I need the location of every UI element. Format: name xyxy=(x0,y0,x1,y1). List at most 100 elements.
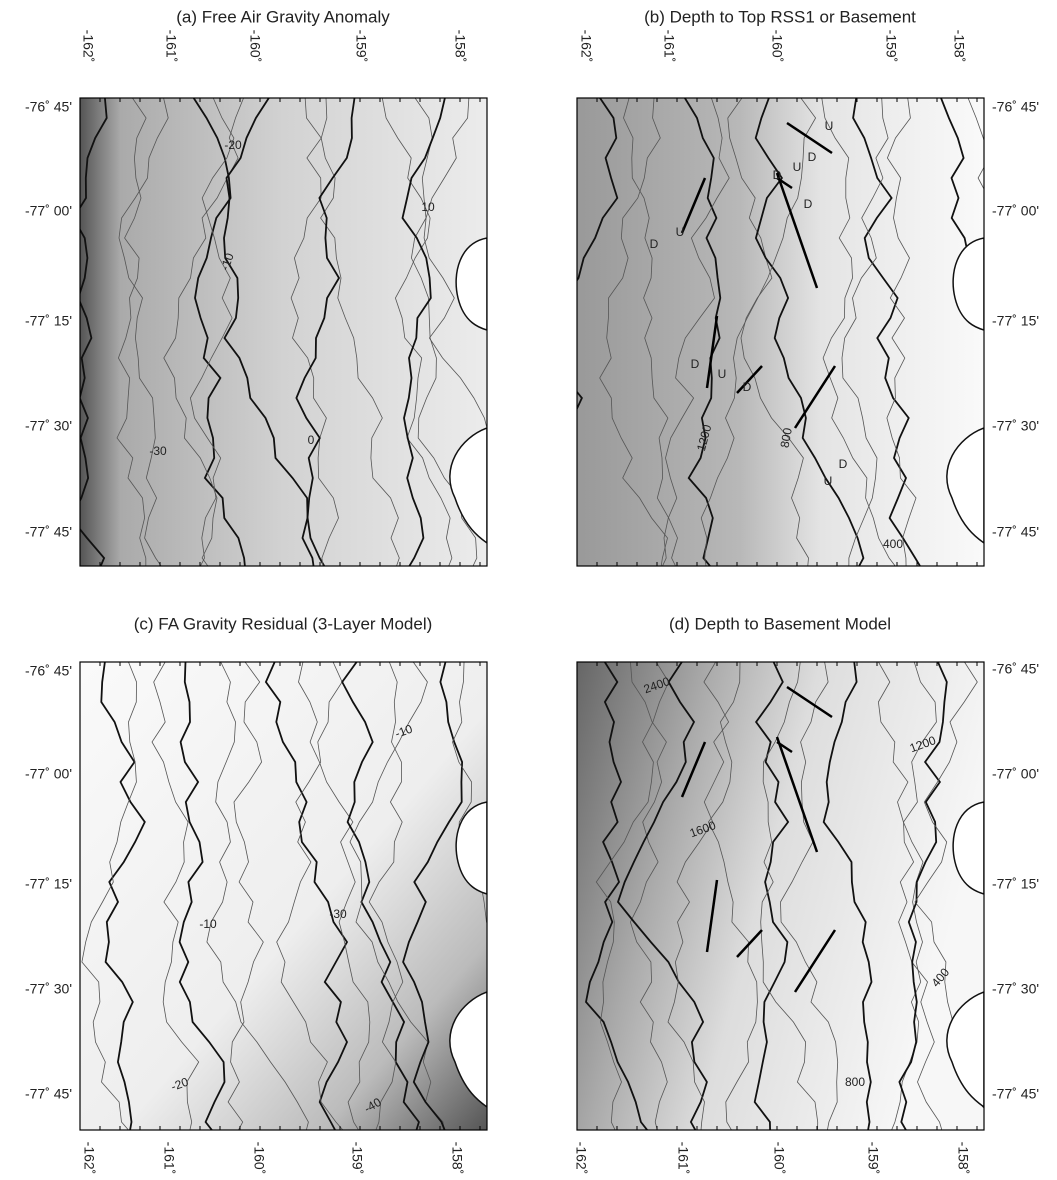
latitude-label: -77˚ 45' xyxy=(25,1086,72,1102)
contour-line xyxy=(585,662,649,1130)
longitude-label: -158˚ xyxy=(449,1142,465,1175)
contour-line xyxy=(118,98,169,566)
contour-label: 400 xyxy=(883,537,903,551)
contour-line xyxy=(821,98,896,566)
contour-line xyxy=(841,98,889,566)
contour-line xyxy=(151,662,200,1130)
map-frame xyxy=(79,97,488,567)
contour-label: -10 xyxy=(199,917,217,931)
contour-label: D xyxy=(808,150,817,164)
fault-line xyxy=(736,365,763,394)
contour-line xyxy=(223,98,326,566)
contour-label: U xyxy=(676,225,685,239)
contour-line xyxy=(684,98,722,566)
contour-line xyxy=(368,662,404,1130)
contour-line xyxy=(116,98,147,566)
latitude-label: -77˚ 45' xyxy=(992,1086,1039,1102)
contour-line xyxy=(189,98,235,566)
contour-line xyxy=(727,98,809,566)
contour-line xyxy=(80,98,108,566)
latitude-label: -77˚ 00' xyxy=(992,203,1039,219)
latitude-label: -77˚ 30' xyxy=(25,981,72,997)
latitude-label: -77˚ 15' xyxy=(992,313,1039,329)
longitude-label: -161˚ xyxy=(161,1142,177,1175)
island xyxy=(449,801,487,1108)
contour-line xyxy=(178,662,226,1130)
contour-label: D xyxy=(804,197,813,211)
longitude-label: -160˚ xyxy=(769,30,785,63)
contour-line xyxy=(760,662,819,1130)
longitude-label: -161˚ xyxy=(675,1142,691,1175)
longitude-label: -158˚ xyxy=(951,30,967,63)
contour-line xyxy=(295,98,356,566)
latitude-label: -77˚ 15' xyxy=(992,876,1039,892)
contour-line xyxy=(886,98,917,566)
contour-line xyxy=(402,662,464,1130)
latitude-label: -77˚ 30' xyxy=(25,418,72,434)
latitude-label: -77˚ 30' xyxy=(992,981,1039,997)
contour-label: 10 xyxy=(421,200,435,214)
contour-line xyxy=(754,98,865,566)
latitude-label: -76˚ 45' xyxy=(992,99,1039,115)
contour-line xyxy=(298,662,371,1130)
contour-line xyxy=(822,662,873,1130)
longitude-label: -160˚ xyxy=(247,30,263,63)
contour-line xyxy=(381,98,453,566)
fault-line xyxy=(736,929,763,958)
panel-title: (c) FA Gravity Residual (3-Layer Model) xyxy=(134,614,433,633)
contour-line xyxy=(81,662,137,1130)
longitude-label: -159˚ xyxy=(349,1142,365,1175)
contour-label: -20 xyxy=(224,138,242,152)
contour-label: 1200 xyxy=(694,423,715,453)
latitude-label: -77˚ 45' xyxy=(25,524,72,540)
contour-line xyxy=(599,98,668,566)
panel-title: (a) Free Air Gravity Anomaly xyxy=(176,7,390,26)
shaded-relief xyxy=(577,662,984,1130)
fault-line xyxy=(775,172,819,289)
fault-line xyxy=(786,121,833,155)
map-area xyxy=(577,662,984,1130)
contour-line xyxy=(852,98,922,566)
fault-line xyxy=(680,741,707,798)
contour-label: U xyxy=(825,119,834,133)
map-panel: (c) FA Gravity Residual (3-Layer Model) -… xyxy=(25,614,488,1175)
contour-line xyxy=(707,662,758,1130)
map-frame xyxy=(576,97,985,567)
panel-title: (b) Depth to Top RSS1 or Basement xyxy=(644,7,916,26)
island xyxy=(946,237,984,544)
contour-line xyxy=(304,98,400,566)
contour-label: D xyxy=(691,357,700,371)
map-area xyxy=(80,662,487,1130)
longitude-label: -162˚ xyxy=(81,1142,97,1175)
latitude-label: -77˚ 45' xyxy=(992,524,1039,540)
longitude-label: -161˚ xyxy=(163,30,179,63)
fault-line xyxy=(705,315,719,389)
contour-line xyxy=(753,662,790,1130)
latitude-label: -76˚ 45' xyxy=(25,663,72,679)
contour-line xyxy=(206,662,309,1130)
contour-label: U xyxy=(824,474,833,488)
fault-line xyxy=(705,879,719,953)
latitude-label: -76˚ 45' xyxy=(992,661,1039,677)
contour-line xyxy=(629,662,668,1130)
contour-label: 800 xyxy=(778,426,795,448)
latitude-label: -76˚ 45' xyxy=(25,99,72,115)
contour-line xyxy=(349,662,445,1130)
contour-line xyxy=(227,662,264,1130)
island xyxy=(449,237,487,544)
fault-line xyxy=(793,929,837,993)
longitude-label: -158˚ xyxy=(955,1142,971,1175)
contour-label: -10 xyxy=(393,722,414,741)
latitude-label: -77˚ 00' xyxy=(25,203,72,219)
longitude-label: -162˚ xyxy=(80,30,96,63)
longitude-label: -159˚ xyxy=(353,30,369,63)
longitude-label: -158˚ xyxy=(452,30,468,63)
fault-line xyxy=(680,177,707,234)
fault-line xyxy=(793,365,837,429)
contour-line xyxy=(100,662,146,1130)
longitude-label: -160˚ xyxy=(251,1142,267,1175)
contour-line xyxy=(877,662,924,1130)
map-panel: (a) Free Air Gravity Anomaly -162˚ -161˚ -1… xyxy=(25,7,488,567)
contour-label: D xyxy=(839,457,848,471)
contour-label: -30 xyxy=(329,907,347,921)
